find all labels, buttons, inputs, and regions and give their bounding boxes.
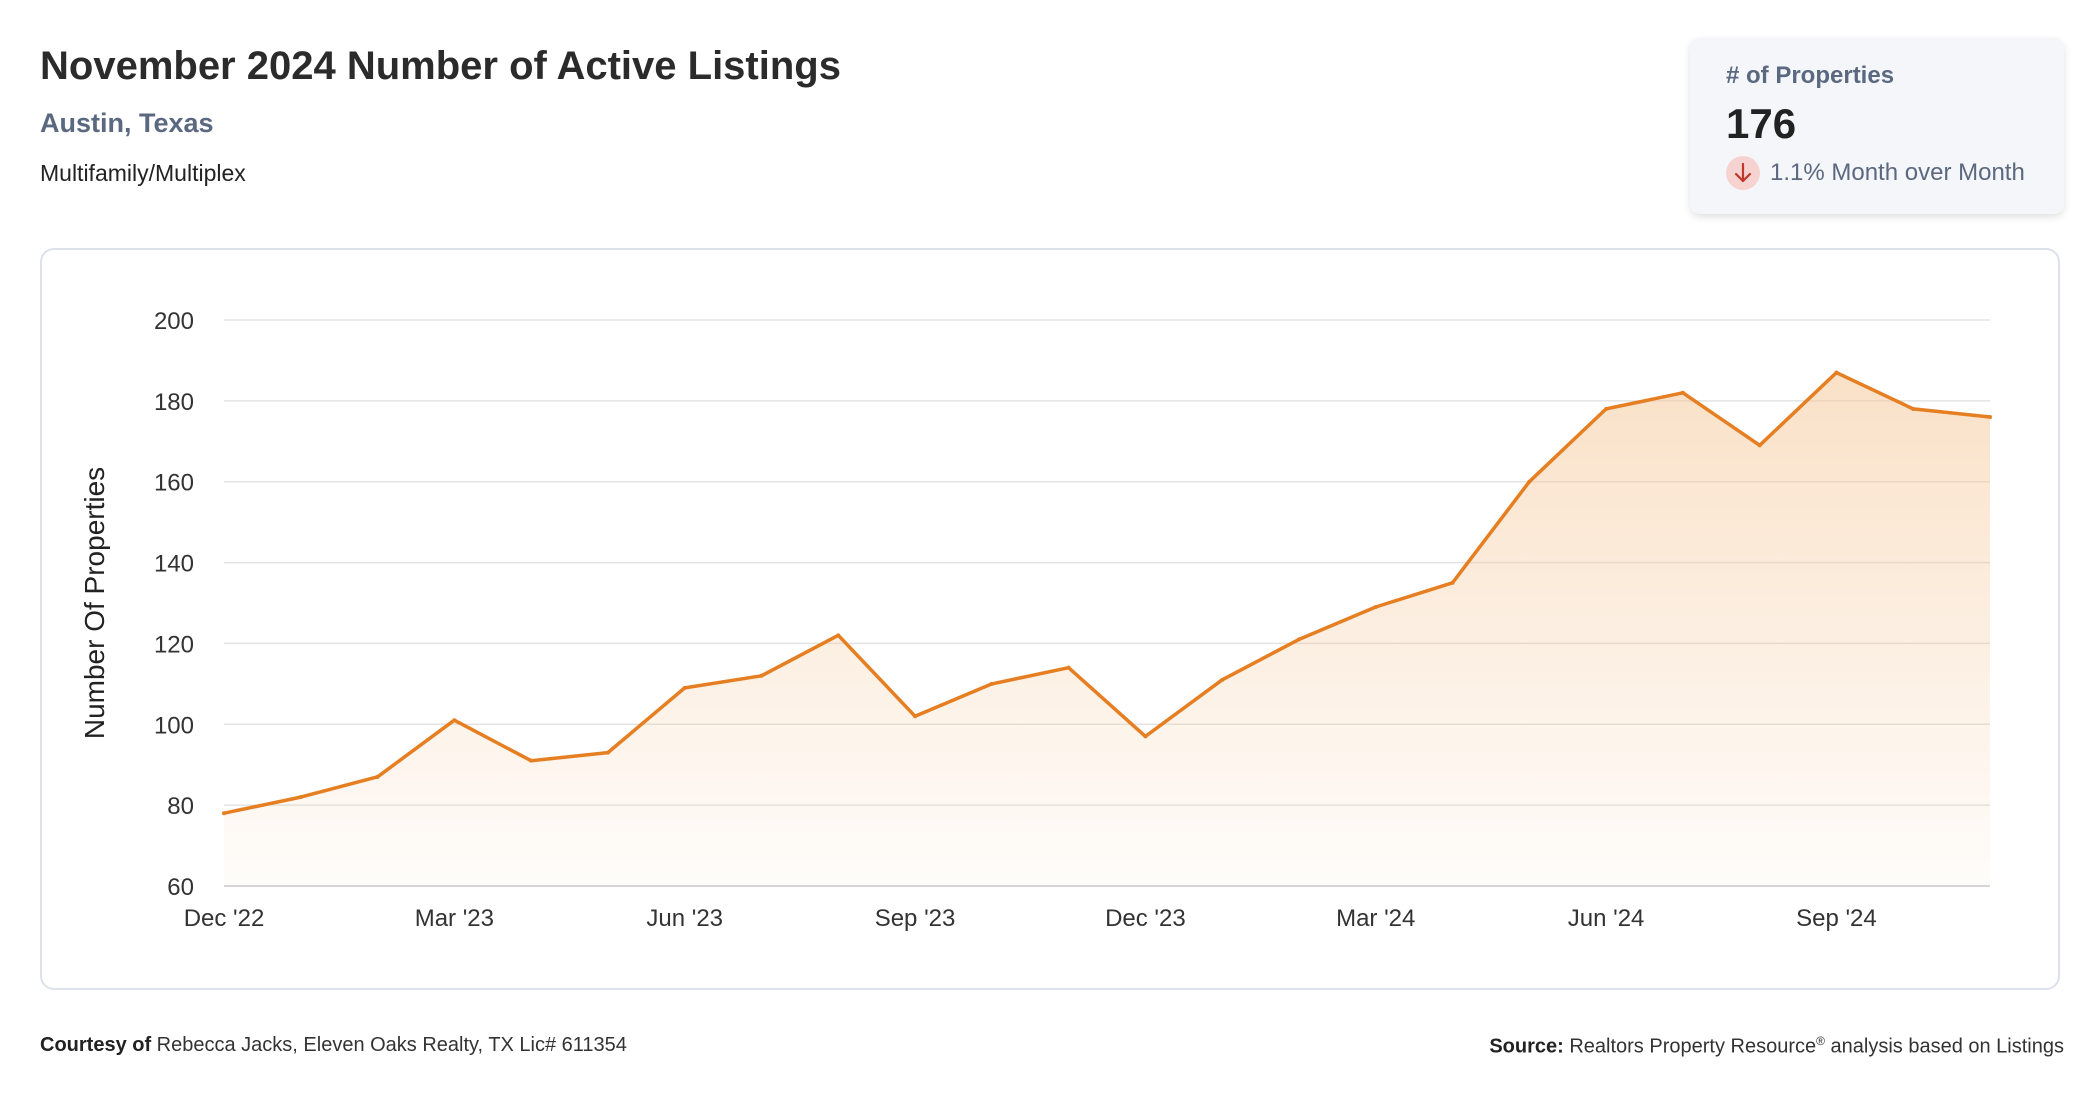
x-tick-label: Dec '23 (1105, 905, 1186, 932)
arrow-down-icon (1726, 156, 1760, 190)
data-point (913, 714, 918, 719)
series-line (223, 370, 1991, 815)
data-point (1911, 406, 1916, 411)
data-point (1527, 479, 1532, 484)
line-chart: 60 80 100 120 140 160 180 200 Dec '22 Mar '23 Jun… (79, 308, 1992, 932)
courtesy-text: Rebecca Jacks, Eleven Oaks Realty, TX Li… (151, 1034, 627, 1056)
area-fill (224, 372, 1990, 887)
source-footer: Source: Realtors Property Resource® anal… (1489, 1034, 2064, 1059)
property-type-label: Multifamily/Multiplex (40, 160, 246, 186)
data-point (836, 633, 841, 638)
y-axis-label: Number Of Properties (79, 467, 110, 739)
x-tick-label: Sep '24 (1796, 905, 1877, 932)
y-tick-label: 60 (167, 874, 194, 901)
data-point (605, 750, 610, 755)
data-point (682, 685, 687, 690)
y-axis-ticks: 60 80 100 120 140 160 180 200 (154, 308, 194, 901)
stat-card: # of Properties 176 1.1% Month over Mont… (1690, 38, 2064, 214)
data-point (1834, 370, 1839, 375)
data-point (222, 811, 226, 816)
data-points (222, 370, 1992, 816)
source-label: Source: (1489, 1035, 1564, 1058)
stat-change-text: 1.1% Month over Month (1770, 159, 2025, 186)
page-title: November 2024 Number of Active Listings (40, 44, 841, 88)
y-tick-label: 200 (154, 308, 194, 335)
data-point (298, 795, 303, 800)
y-tick-label: 80 (167, 793, 194, 820)
x-tick-label: Dec '22 (184, 905, 265, 932)
source-text: Realtors Property Resource (1563, 1035, 1817, 1058)
data-point (375, 774, 380, 779)
y-tick-label: 120 (154, 631, 194, 658)
location-subtitle: Austin, Texas (40, 108, 214, 138)
registered-mark: ® (1816, 1034, 1825, 1048)
y-tick-label: 140 (154, 551, 194, 578)
stat-change: 1.1% Month over Month (1726, 156, 2028, 190)
data-point (989, 681, 994, 686)
x-tick-label: Mar '24 (1336, 905, 1415, 932)
x-axis-ticks: Dec '22 Mar '23 Jun '23 Sep '23 Dec '23 Mar '… (184, 905, 1877, 932)
data-point (1450, 580, 1455, 585)
data-point (1604, 406, 1609, 411)
data-point (529, 758, 534, 763)
data-point (1066, 665, 1071, 670)
data-point (1296, 637, 1301, 642)
data-point (452, 718, 457, 723)
data-point (1680, 390, 1685, 395)
data-point (1143, 734, 1148, 739)
courtesy-footer: Courtesy of Rebecca Jacks, Eleven Oaks R… (40, 1034, 627, 1057)
data-point (1373, 605, 1378, 610)
x-tick-label: Mar '23 (415, 905, 494, 932)
x-tick-label: Sep '23 (875, 905, 956, 932)
y-tick-label: 180 (154, 389, 194, 416)
data-point (1988, 415, 1992, 420)
courtesy-label: Courtesy of (40, 1034, 152, 1056)
data-point (1757, 443, 1762, 448)
stat-label: # of Properties (1726, 62, 1895, 89)
stat-value: 176 (1726, 100, 1797, 147)
x-tick-label: Jun '24 (1568, 905, 1645, 932)
source-tail: analysis based on Listings (1824, 1035, 2065, 1058)
data-point (1220, 677, 1225, 682)
x-tick-label: Jun '23 (646, 905, 723, 932)
chart-container: 60 80 100 120 140 160 180 200 Dec '22 Mar '23 Jun… (40, 248, 2060, 990)
y-tick-label: 160 (154, 470, 194, 497)
data-point (759, 673, 764, 678)
y-tick-label: 100 (154, 712, 194, 739)
